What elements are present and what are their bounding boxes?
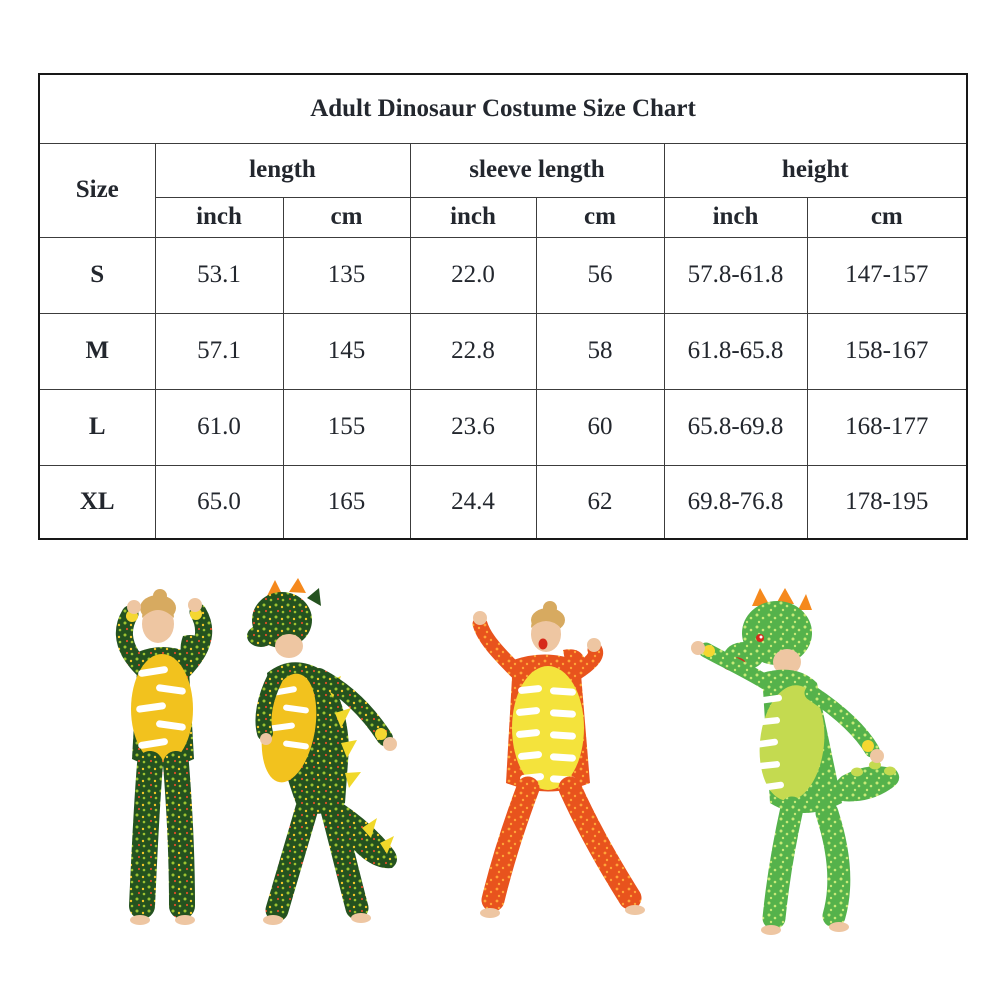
table-cell: 24.4 (409, 464, 537, 540)
col-header-length-inch: inch (154, 196, 284, 238)
photo-orange-onesie-front (472, 601, 645, 918)
col-header-sleeve-length: sleeve length (409, 142, 665, 198)
table-cell: 58 (535, 312, 665, 390)
table-cell: 178-195 (806, 464, 968, 540)
table-cell: 69.8-76.8 (663, 464, 808, 540)
table-row-xl: XL 65.0 165 24.4 62 69.8-76.8 178-195 (38, 464, 968, 540)
row-label: S (38, 236, 156, 314)
table-cell: 65.8-69.8 (663, 388, 808, 466)
table-cell: 22.8 (409, 312, 537, 390)
table-cell: 135 (282, 236, 411, 314)
table-cell: 57.8-61.8 (663, 236, 808, 314)
size-chart-table: Adult Dinosaur Costume Size Chart Size l… (38, 73, 969, 540)
col-header-length: length (154, 142, 411, 198)
table-cell: 65.0 (154, 464, 284, 540)
row-label: XL (38, 464, 156, 540)
table-cell: 158-167 (806, 312, 968, 390)
table-row-s: S 53.1 135 22.0 56 57.8-61.8 147-157 (38, 236, 968, 314)
photo-light-green-onesie-hooded (691, 588, 900, 935)
table-cell: 147-157 (806, 236, 968, 314)
table-cell: 22.0 (409, 236, 537, 314)
table-cell: 60 (535, 388, 665, 466)
photo-dark-green-onesie-hooded (247, 578, 397, 925)
table-cell: 61.8-65.8 (663, 312, 808, 390)
row-label: L (38, 388, 156, 466)
table-cell: 57.1 (154, 312, 284, 390)
col-header-size: Size (38, 142, 156, 238)
table-cell: 23.6 (409, 388, 537, 466)
table-cell: 145 (282, 312, 411, 390)
col-header-length-cm: cm (282, 196, 411, 238)
table-title: Adult Dinosaur Costume Size Chart (38, 73, 968, 144)
product-photos (0, 560, 1000, 980)
col-header-sleeve-inch: inch (409, 196, 537, 238)
table-cell: 61.0 (154, 388, 284, 466)
col-header-height-inch: inch (663, 196, 808, 238)
table-row-l: L 61.0 155 23.6 60 65.8-69.8 168-177 (38, 388, 968, 466)
table-cell: 165 (282, 464, 411, 540)
col-header-height: height (663, 142, 968, 198)
col-header-height-cm: cm (806, 196, 968, 238)
table-cell: 155 (282, 388, 411, 466)
photo-dark-green-onesie-front (115, 589, 213, 925)
row-label: M (38, 312, 156, 390)
table-cell: 56 (535, 236, 665, 314)
table-cell: 62 (535, 464, 665, 540)
col-header-sleeve-cm: cm (535, 196, 665, 238)
table-cell: 168-177 (806, 388, 968, 466)
table-cell: 53.1 (154, 236, 284, 314)
table-row-m: M 57.1 145 22.8 58 61.8-65.8 158-167 (38, 312, 968, 390)
